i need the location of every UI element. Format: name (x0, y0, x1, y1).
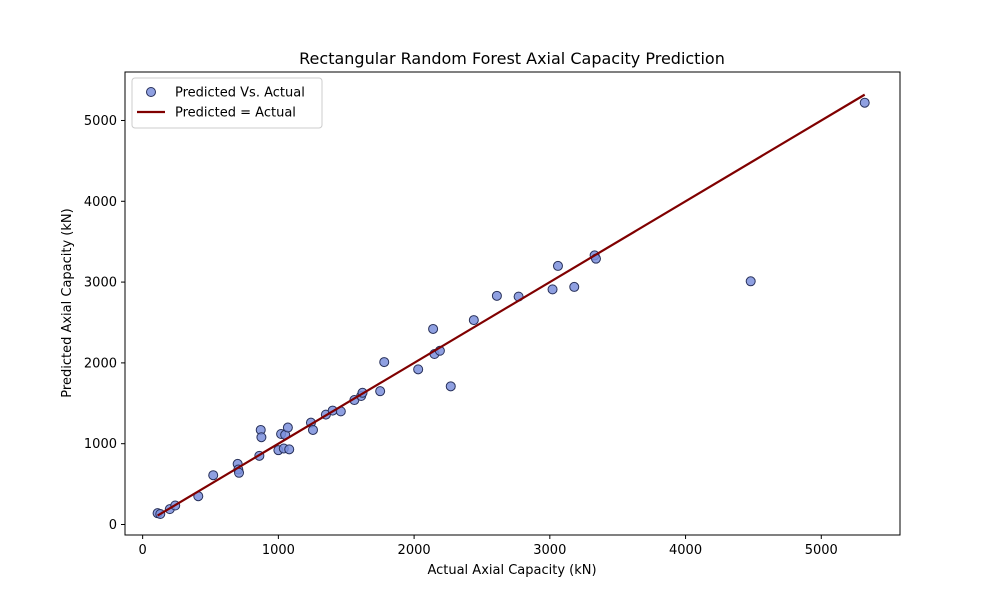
y-tick-label: 4000 (84, 195, 117, 210)
legend-marker-scatter (146, 87, 156, 97)
chart-title: Rectangular Random Forest Axial Capacity… (299, 49, 725, 68)
legend: Predicted Vs. Actual Predicted = Actual (131, 77, 323, 129)
legend-box (131, 77, 323, 129)
scatter-point (745, 276, 756, 287)
y-tick-label: 0 (109, 518, 117, 533)
y-tick-label: 3000 (84, 276, 117, 291)
scatter-point (284, 444, 295, 455)
y-tick-label: 2000 (84, 356, 117, 371)
scatter-point (428, 323, 439, 334)
x-tick-label: 0 (139, 543, 147, 558)
scatter-point (569, 281, 580, 292)
plot-frame (124, 71, 901, 536)
x-tick-label: 1000 (262, 543, 295, 558)
plot-area (152, 93, 870, 519)
axes: 0 1000 2000 3000 4000 5000 0 1000 2000 3000 4000 50… (84, 71, 901, 558)
y-tick-label: 5000 (84, 114, 117, 129)
scatter-point (282, 422, 293, 433)
scatter-point (468, 315, 479, 326)
y-tick-label: 1000 (84, 437, 117, 452)
scatter-point (413, 364, 424, 375)
identity-line (157, 93, 866, 517)
x-tick-label: 5000 (805, 543, 838, 558)
scatter-point (307, 424, 318, 435)
scatter-point (859, 97, 870, 108)
scatter-point (379, 357, 390, 368)
legend-entry-label: Predicted = Actual (175, 106, 296, 121)
x-tick-label: 2000 (398, 543, 431, 558)
scatter-point (375, 386, 386, 397)
x-tick-label: 3000 (533, 543, 566, 558)
x-tick-label: 4000 (669, 543, 702, 558)
scatter-point (445, 381, 456, 392)
scatter-point (547, 284, 558, 295)
y-axis-label: Predicted Axial Capacity (kN) (60, 208, 75, 397)
scatter-point (552, 260, 563, 271)
x-axis-label: Actual Axial Capacity (kN) (427, 563, 596, 578)
scatter-point (491, 290, 502, 301)
legend-entry-label: Predicted Vs. Actual (175, 86, 305, 101)
scatter-point (256, 432, 267, 443)
scatter-point (208, 470, 219, 481)
